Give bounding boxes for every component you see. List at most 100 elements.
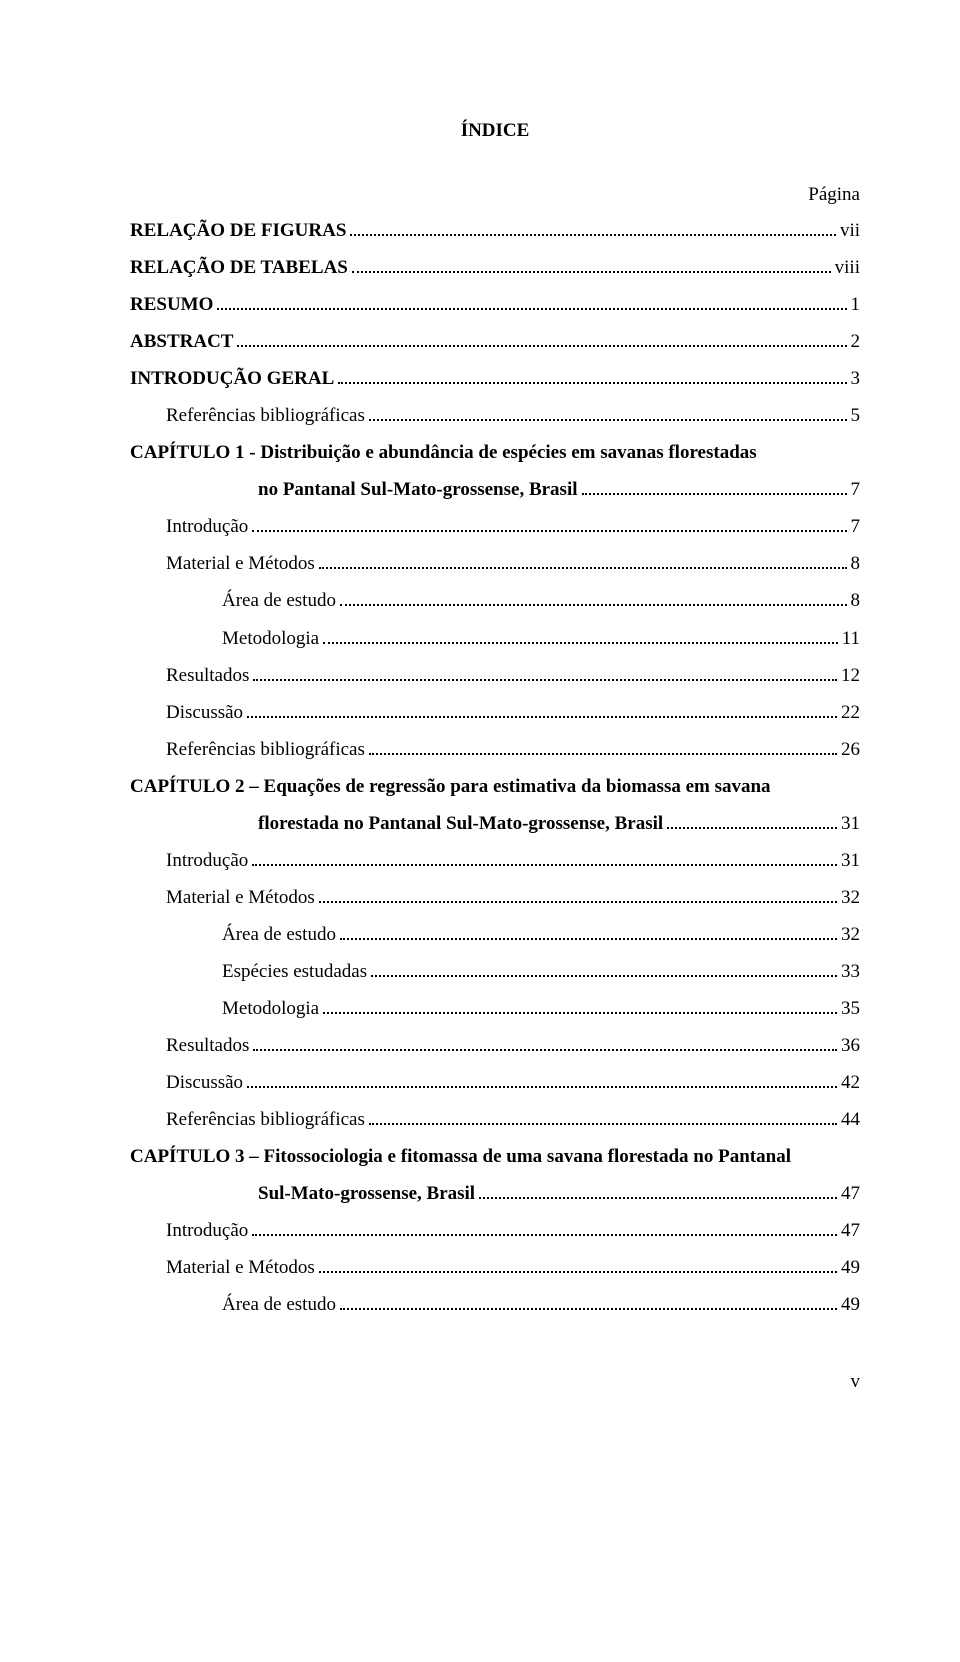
toc-entry-page: 3: [851, 360, 861, 397]
toc-dot-leader: [323, 642, 838, 644]
toc-dot-leader: [319, 901, 837, 903]
toc-chapter-subtitle: Sul-Mato-grossense, Brasil: [258, 1175, 475, 1212]
toc-entry-label: Introdução: [166, 508, 248, 545]
toc-chapter-subtitle: florestada no Pantanal Sul-Mato-grossens…: [258, 805, 663, 842]
toc-chapter-subtitle: no Pantanal Sul-Mato-grossense, Brasil: [258, 471, 578, 508]
toc-entry-label: Material e Métodos: [166, 1249, 315, 1286]
toc-entry: Referências bibliográficas 44: [130, 1101, 860, 1138]
toc-entry: Metodologia 11: [130, 620, 860, 657]
toc-entry-label: Área de estudo: [222, 582, 336, 619]
toc-entry-page: 47: [841, 1212, 860, 1249]
toc-dot-leader: [253, 1049, 837, 1051]
toc-entry-page: 33: [841, 953, 860, 990]
toc-entry: Resultados 12: [130, 657, 860, 694]
toc-dot-leader: [217, 308, 846, 310]
toc-dot-leader: [667, 827, 837, 829]
toc-entry-label: RELAÇÃO DE TABELAS: [130, 249, 348, 286]
toc-dot-leader: [247, 1086, 837, 1088]
document-page: ÍNDICE Página RELAÇÃO DE FIGURASviiRELAÇ…: [0, 0, 960, 1453]
toc-dot-leader: [252, 1234, 837, 1236]
toc-entry-label: Referências bibliográficas: [166, 1101, 365, 1138]
toc-entry-page: 8: [851, 582, 861, 619]
toc-entry: Material e Métodos 8: [130, 545, 860, 582]
toc-dot-leader: [340, 1308, 837, 1310]
toc-entry: RELAÇÃO DE TABELASviii: [130, 249, 860, 286]
toc-entry-label: Material e Métodos: [166, 545, 315, 582]
toc-entry: Área de estudo 32: [130, 916, 860, 953]
toc-chapter-line1: CAPÍTULO 2 – Equações de regressão para …: [130, 768, 860, 805]
toc-chapter-line2: Sul-Mato-grossense, Brasil 47: [130, 1175, 860, 1212]
toc-chapter-entry: CAPÍTULO 2 – Equações de regressão para …: [130, 768, 860, 842]
toc-entry-page: 1: [851, 286, 861, 323]
toc-dot-leader: [369, 753, 837, 755]
toc-entry-label: Resultados: [166, 1027, 249, 1064]
toc-entry-page: 7: [851, 471, 861, 508]
toc-entry-page: 47: [841, 1175, 860, 1212]
toc-entry: RESUMO1: [130, 286, 860, 323]
toc-entry-label: Metodologia: [222, 620, 319, 657]
toc-entry-label: Referências bibliográficas: [166, 731, 365, 768]
toc-entry: Espécies estudadas 33: [130, 953, 860, 990]
toc-entry-label: Introdução: [166, 842, 248, 879]
toc-entry: Discussão 42: [130, 1064, 860, 1101]
toc-container: RELAÇÃO DE FIGURAS viiRELAÇÃO DE TABELASv…: [130, 212, 860, 1323]
toc-entry: INTRODUÇÃO GERAL 3: [130, 360, 860, 397]
toc-entry-page: 12: [841, 657, 860, 694]
toc-entry: Metodologia 35: [130, 990, 860, 1027]
toc-dot-leader: [247, 716, 837, 718]
toc-entry-label: Espécies estudadas: [222, 953, 367, 990]
toc-entry-label: Introdução: [166, 1212, 248, 1249]
toc-chapter-line1: CAPÍTULO 1 - Distribuição e abundância d…: [130, 434, 860, 471]
toc-dot-leader: [352, 271, 831, 273]
toc-entry-page: 44: [841, 1101, 860, 1138]
toc-entry: Área de estudo 8: [130, 582, 860, 619]
toc-entry: Introdução 47: [130, 1212, 860, 1249]
toc-entry-label: Resultados: [166, 657, 249, 694]
toc-entry-page: 11: [842, 620, 860, 657]
toc-entry: RELAÇÃO DE FIGURAS vii: [130, 212, 860, 249]
toc-entry: Introdução7: [130, 508, 860, 545]
toc-entry: Introdução31: [130, 842, 860, 879]
page-column-header: Página: [130, 184, 860, 206]
toc-entry: Material e Métodos32: [130, 879, 860, 916]
toc-chapter-entry: CAPÍTULO 3 – Fitossociologia e fitomassa…: [130, 1138, 860, 1212]
toc-entry-page: 36: [841, 1027, 860, 1064]
toc-entry-label: INTRODUÇÃO GERAL: [130, 360, 334, 397]
toc-entry-label: Área de estudo: [222, 916, 336, 953]
toc-entry-page: 26: [841, 731, 860, 768]
toc-dot-leader: [369, 419, 847, 421]
toc-dot-leader: [319, 1271, 837, 1273]
toc-entry-page: 42: [841, 1064, 860, 1101]
toc-entry-label: RELAÇÃO DE FIGURAS: [130, 212, 346, 249]
toc-dot-leader: [338, 382, 846, 384]
toc-chapter-line2: no Pantanal Sul-Mato-grossense, Brasil 7: [130, 471, 860, 508]
toc-entry-page: 2: [851, 323, 861, 360]
toc-entry-page: 35: [841, 990, 860, 1027]
toc-chapter-line2: florestada no Pantanal Sul-Mato-grossens…: [130, 805, 860, 842]
toc-entry: Material e Métodos 49: [130, 1249, 860, 1286]
toc-entry-page: 8: [851, 545, 861, 582]
toc-entry-page: 49: [841, 1249, 860, 1286]
toc-entry-page: vii: [840, 212, 860, 249]
page-number-footer: v: [130, 1371, 860, 1393]
toc-entry-label: Discussão: [166, 694, 243, 731]
toc-dot-leader: [253, 679, 837, 681]
toc-entry-label: ABSTRACT: [130, 323, 233, 360]
toc-dot-leader: [369, 1123, 837, 1125]
toc-entry-label: Discussão: [166, 1064, 243, 1101]
toc-dot-leader: [479, 1197, 837, 1199]
toc-entry-page: 32: [841, 879, 860, 916]
toc-entry-page: 32: [841, 916, 860, 953]
toc-entry-page: 5: [851, 397, 861, 434]
toc-dot-leader: [319, 567, 847, 569]
toc-entry-label: Metodologia: [222, 990, 319, 1027]
toc-dot-leader: [237, 345, 846, 347]
toc-entry: Área de estudo 49: [130, 1286, 860, 1323]
toc-entry-label: Área de estudo: [222, 1286, 336, 1323]
toc-title: ÍNDICE: [130, 120, 860, 142]
toc-entry: ABSTRACT 2: [130, 323, 860, 360]
toc-entry: Referências bibliográficas5: [130, 397, 860, 434]
toc-entry-page: 49: [841, 1286, 860, 1323]
toc-dot-leader: [371, 975, 837, 977]
toc-dot-leader: [340, 604, 847, 606]
